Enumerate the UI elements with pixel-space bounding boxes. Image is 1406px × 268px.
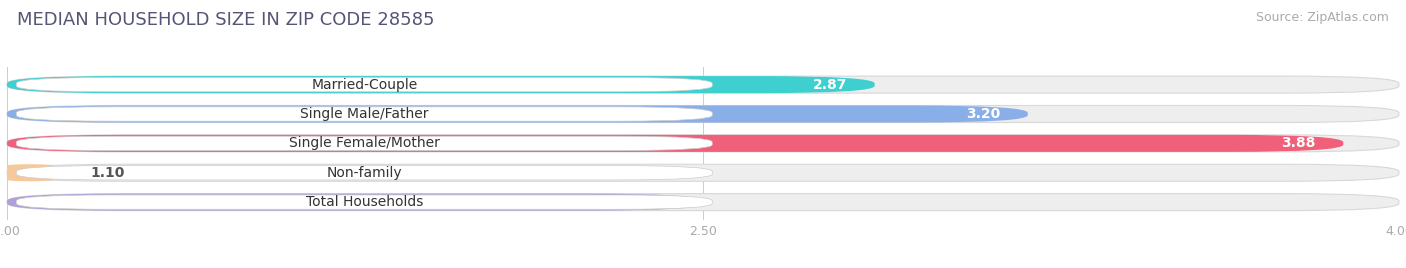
- FancyBboxPatch shape: [17, 107, 713, 121]
- Text: 1.10: 1.10: [90, 166, 125, 180]
- FancyBboxPatch shape: [17, 136, 713, 151]
- Text: Source: ZipAtlas.com: Source: ZipAtlas.com: [1256, 11, 1389, 24]
- FancyBboxPatch shape: [7, 135, 1399, 152]
- FancyBboxPatch shape: [17, 195, 713, 209]
- FancyBboxPatch shape: [17, 166, 713, 180]
- FancyBboxPatch shape: [17, 77, 713, 92]
- Text: 3.20: 3.20: [966, 107, 1000, 121]
- Text: Single Female/Mother: Single Female/Mother: [288, 136, 440, 150]
- FancyBboxPatch shape: [7, 193, 1399, 211]
- Text: MEDIAN HOUSEHOLD SIZE IN ZIP CODE 28585: MEDIAN HOUSEHOLD SIZE IN ZIP CODE 28585: [17, 11, 434, 29]
- FancyBboxPatch shape: [7, 193, 703, 211]
- FancyBboxPatch shape: [7, 164, 53, 181]
- Text: Total Households: Total Households: [305, 195, 423, 209]
- FancyBboxPatch shape: [7, 76, 875, 93]
- Text: Single Male/Father: Single Male/Father: [299, 107, 429, 121]
- FancyBboxPatch shape: [7, 106, 1028, 122]
- Text: 3.88: 3.88: [1281, 136, 1316, 150]
- FancyBboxPatch shape: [7, 106, 1399, 122]
- Text: 2.87: 2.87: [813, 78, 846, 92]
- FancyBboxPatch shape: [7, 76, 1399, 93]
- FancyBboxPatch shape: [7, 164, 1399, 181]
- FancyBboxPatch shape: [7, 135, 1343, 152]
- Text: Non-family: Non-family: [326, 166, 402, 180]
- Text: 2.50: 2.50: [641, 195, 675, 209]
- Text: Married-Couple: Married-Couple: [311, 78, 418, 92]
